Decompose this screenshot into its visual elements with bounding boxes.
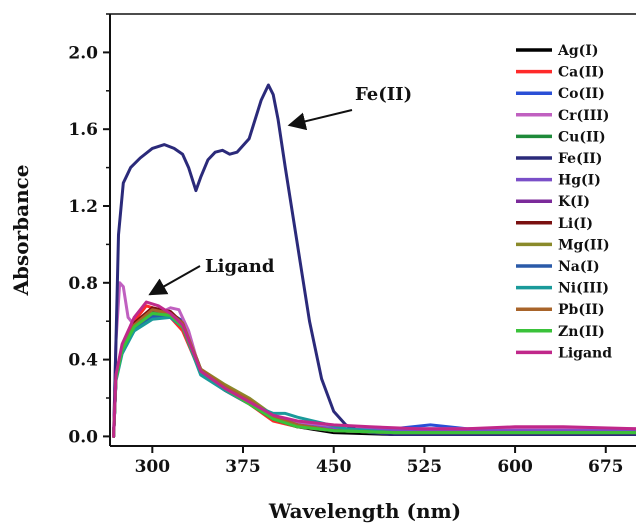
y-axis-title: Absorbance: [9, 164, 33, 296]
y-tick-label: 1.2: [68, 197, 98, 217]
legend-label-li-i: Li(I): [558, 216, 593, 232]
x-tick-label: 300: [135, 457, 171, 477]
legend-label-hg-i: Hg(I): [558, 173, 601, 189]
legend-label-cr-iii: Cr(III): [558, 108, 609, 124]
y-tick-label: 0.0: [68, 427, 98, 447]
x-tick-label: 600: [497, 457, 533, 477]
legend: Ag(I) Ca(II) Co(II) Cr(III) Cu(II) Fe(II) Hg(I…: [516, 43, 612, 361]
x-tick-label: 675: [588, 457, 624, 477]
x-tick-label: 450: [316, 457, 352, 477]
annotations-layer: Fe(II) Ligand: [148, 84, 412, 296]
x-tick-label: 525: [407, 457, 443, 477]
x-tick-label: 375: [225, 457, 261, 477]
legend-label-ligand: Ligand: [558, 345, 612, 361]
legend-label-na-i: Na(I): [558, 259, 600, 275]
legend-label-k-i: K(I): [558, 194, 590, 210]
legend-label-cu-ii: Cu(II): [558, 129, 606, 145]
annotation-fe-ii-arrow: [287, 109, 353, 131]
legend-label-co-ii: Co(II): [558, 86, 605, 102]
y-tick-label: 1.6: [68, 120, 98, 140]
annotation-fe-ii-label: Fe(II): [355, 84, 412, 105]
series-line-ligand: [112, 300, 636, 438]
legend-label-zn-ii: Zn(II): [558, 324, 605, 340]
legend-label-fe-ii: Fe(II): [558, 151, 602, 167]
legend-label-ca-ii: Ca(II): [558, 65, 605, 81]
legend-label-pb-ii: Pb(II): [558, 302, 605, 318]
y-tick-label: 0.4: [68, 351, 98, 371]
annotation-ligand-arrow: [148, 265, 201, 296]
legend-label-ni-iii: Ni(III): [558, 281, 609, 297]
x-axis-title: Wavelength (nm): [268, 499, 461, 523]
legend-label-mg-ii: Mg(II): [558, 237, 610, 253]
legend-label-ag-i: Ag(I): [557, 43, 598, 59]
annotation-ligand-label: Ligand: [205, 256, 275, 277]
y-tick-label: 2.0: [68, 43, 98, 63]
series-layer: [112, 83, 636, 438]
y-tick-label: 0.8: [68, 274, 98, 294]
axes-layer: 0.0 0.4 0.8 1.2 1.6 2.0 300 375 450 525 600 675: [68, 13, 636, 477]
